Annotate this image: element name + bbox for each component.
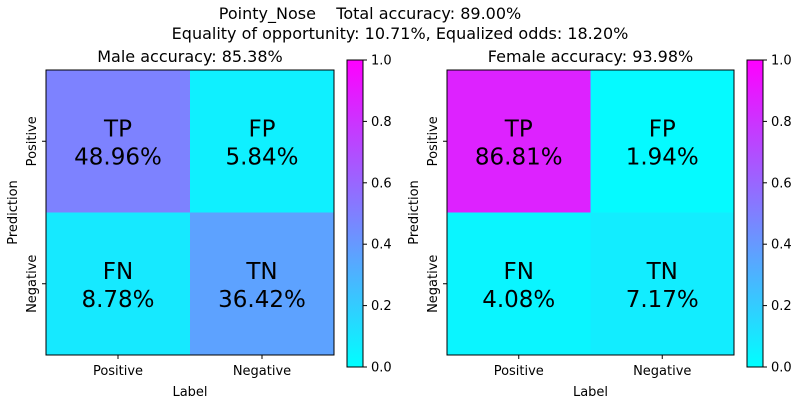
cell-tn <box>590 212 734 355</box>
suptitle-line-1: Pointy_Nose Total accuracy: 89.00% <box>219 4 521 24</box>
axes-frame <box>45 69 335 356</box>
colorbar-tick-label: 0.4 <box>371 238 392 253</box>
cell-value-fn: 8.78% <box>81 287 154 313</box>
colorbar-tick-label: 0.8 <box>371 115 392 130</box>
x-tick-label: Negative <box>233 364 291 379</box>
colorbar <box>346 59 364 368</box>
cell-code-tp: TP <box>103 116 132 142</box>
colorbar-tick-label: 0.0 <box>771 361 792 376</box>
x-tick-label: Positive <box>494 364 544 379</box>
cell-code-fp: FP <box>248 116 275 142</box>
cell-value-tn: 7.17% <box>626 287 699 313</box>
cell-value-tn: 36.42% <box>218 287 306 313</box>
colorbar-tick-label: 0.6 <box>371 176 392 191</box>
y-tick-label: Positive <box>426 116 441 166</box>
colorbar-tick-label: 0.6 <box>771 176 792 191</box>
cell-tp <box>46 70 190 213</box>
cell-code-tn: TN <box>245 259 277 285</box>
panel-title: Male accuracy: 85.38% <box>97 47 283 66</box>
suptitle-line-2: Equality of opportunity: 10.71%, Equaliz… <box>172 24 629 43</box>
colorbar-tick-label: 0.8 <box>771 115 792 130</box>
colorbar-tick-label: 0.2 <box>371 299 392 314</box>
colorbar-tick-label: 0.4 <box>771 238 792 253</box>
cell-code-fn: FN <box>103 259 133 285</box>
cell-tn <box>190 212 334 355</box>
y-axis-label: Prediction <box>407 180 422 245</box>
cell-fn <box>46 212 190 355</box>
colorbar-tick-label: 0.2 <box>771 299 792 314</box>
y-tick-label: Negative <box>426 255 441 313</box>
x-axis-label: Label <box>172 385 207 400</box>
panel-title: Female accuracy: 93.98% <box>488 47 693 66</box>
cell-tp <box>447 70 591 213</box>
y-tick-label: Positive <box>25 116 40 166</box>
x-tick-label: Positive <box>93 364 143 379</box>
cell-value-tp: 86.81% <box>475 144 563 170</box>
colorbar-tick-label: 0.0 <box>371 361 392 376</box>
cell-value-fp: 1.94% <box>626 144 699 170</box>
cell-code-fp: FP <box>649 116 676 142</box>
cell-fp <box>190 70 334 213</box>
cell-value-fn: 4.08% <box>482 287 555 313</box>
x-axis-label: Label <box>573 385 608 400</box>
cell-code-tp: TP <box>504 116 533 142</box>
colorbar <box>746 59 764 368</box>
cell-code-tn: TN <box>646 259 678 285</box>
colorbar-tick-label: 1.0 <box>371 54 392 69</box>
y-axis-label: Prediction <box>6 180 21 245</box>
cell-fn <box>447 212 591 355</box>
cell-value-tp: 48.96% <box>74 144 162 170</box>
axes-frame <box>446 69 735 356</box>
cell-code-fn: FN <box>504 259 534 285</box>
cell-fp <box>590 70 734 213</box>
colorbar-tick-label: 1.0 <box>771 54 792 69</box>
y-tick-label: Negative <box>25 255 40 313</box>
cell-value-fp: 5.84% <box>225 144 298 170</box>
x-tick-label: Negative <box>633 364 691 379</box>
